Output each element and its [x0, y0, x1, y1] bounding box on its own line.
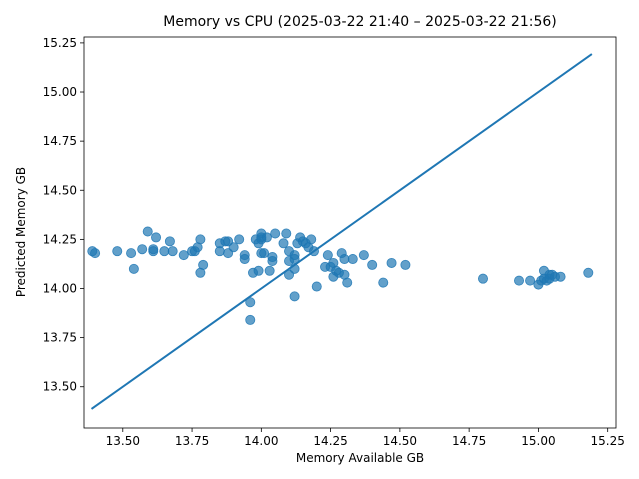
- data-point: [267, 255, 278, 266]
- x-tick-label: 14.50: [383, 434, 417, 448]
- data-point: [322, 250, 333, 261]
- x-tick-label: 15.00: [521, 434, 555, 448]
- data-point: [137, 244, 148, 255]
- y-tick-label: 15.25: [43, 36, 77, 50]
- data-point: [164, 236, 175, 247]
- data-point: [195, 234, 206, 245]
- data-point: [306, 234, 317, 245]
- x-tick-label: 15.25: [591, 434, 625, 448]
- data-point: [112, 246, 123, 257]
- y-tick-label: 14.00: [43, 281, 77, 295]
- plot-area: 13.50 13.75 14.00 14.25 14.50 14.75 15.00 15.25…: [43, 36, 625, 448]
- data-point: [90, 248, 101, 259]
- x-axis-label: Memory Available GB: [296, 451, 424, 465]
- data-point: [198, 259, 209, 270]
- data-point: [159, 246, 170, 257]
- y-axis-label: Predicted Memory GB: [14, 167, 28, 297]
- data-point: [555, 271, 566, 282]
- data-point: [342, 277, 353, 288]
- data-point: [245, 314, 256, 325]
- x-tick-label: 14.00: [244, 434, 278, 448]
- x-tick-label: 13.75: [175, 434, 209, 448]
- data-point: [270, 228, 281, 239]
- data-point: [367, 259, 378, 270]
- data-point: [151, 232, 162, 243]
- data-point: [234, 234, 245, 245]
- data-point: [358, 250, 369, 261]
- data-point: [477, 273, 488, 284]
- chart-title: Memory vs CPU (2025-03-22 21:40 – 2025-0…: [163, 14, 556, 30]
- y-tick-label: 14.25: [43, 232, 77, 246]
- data-point: [264, 265, 275, 276]
- data-point: [583, 267, 594, 278]
- data-point: [253, 265, 264, 276]
- data-point: [278, 238, 289, 249]
- x-tick-label: 13.50: [106, 434, 140, 448]
- y-tick-label: 14.50: [43, 183, 77, 197]
- data-point: [400, 259, 411, 270]
- data-point: [148, 246, 159, 257]
- data-point: [228, 242, 239, 253]
- trend-line: [90, 53, 593, 410]
- data-point: [245, 297, 256, 308]
- data-point: [167, 246, 178, 257]
- data-point: [126, 248, 137, 259]
- y-tick-label: 14.75: [43, 134, 77, 148]
- data-point: [128, 263, 139, 274]
- data-point: [142, 226, 153, 237]
- data-point: [289, 254, 300, 265]
- y-tick-label: 13.75: [43, 331, 77, 345]
- data-point: [214, 246, 225, 257]
- data-point: [281, 228, 292, 239]
- axes-frame: [83, 36, 617, 429]
- data-point: [178, 250, 189, 261]
- data-point: [311, 281, 322, 292]
- data-point: [347, 254, 358, 265]
- data-point: [261, 232, 272, 243]
- y-tick-label: 15.00: [43, 85, 77, 99]
- data-point: [525, 275, 536, 286]
- data-point: [339, 254, 350, 265]
- x-tick-label: 14.25: [313, 434, 347, 448]
- data-point: [289, 291, 300, 302]
- data-point: [386, 257, 397, 268]
- x-tick-label: 14.75: [452, 434, 486, 448]
- y-tick-label: 13.50: [43, 380, 77, 394]
- data-point: [514, 275, 525, 286]
- data-point: [378, 277, 389, 288]
- data-point: [239, 254, 250, 265]
- data-point: [259, 248, 270, 259]
